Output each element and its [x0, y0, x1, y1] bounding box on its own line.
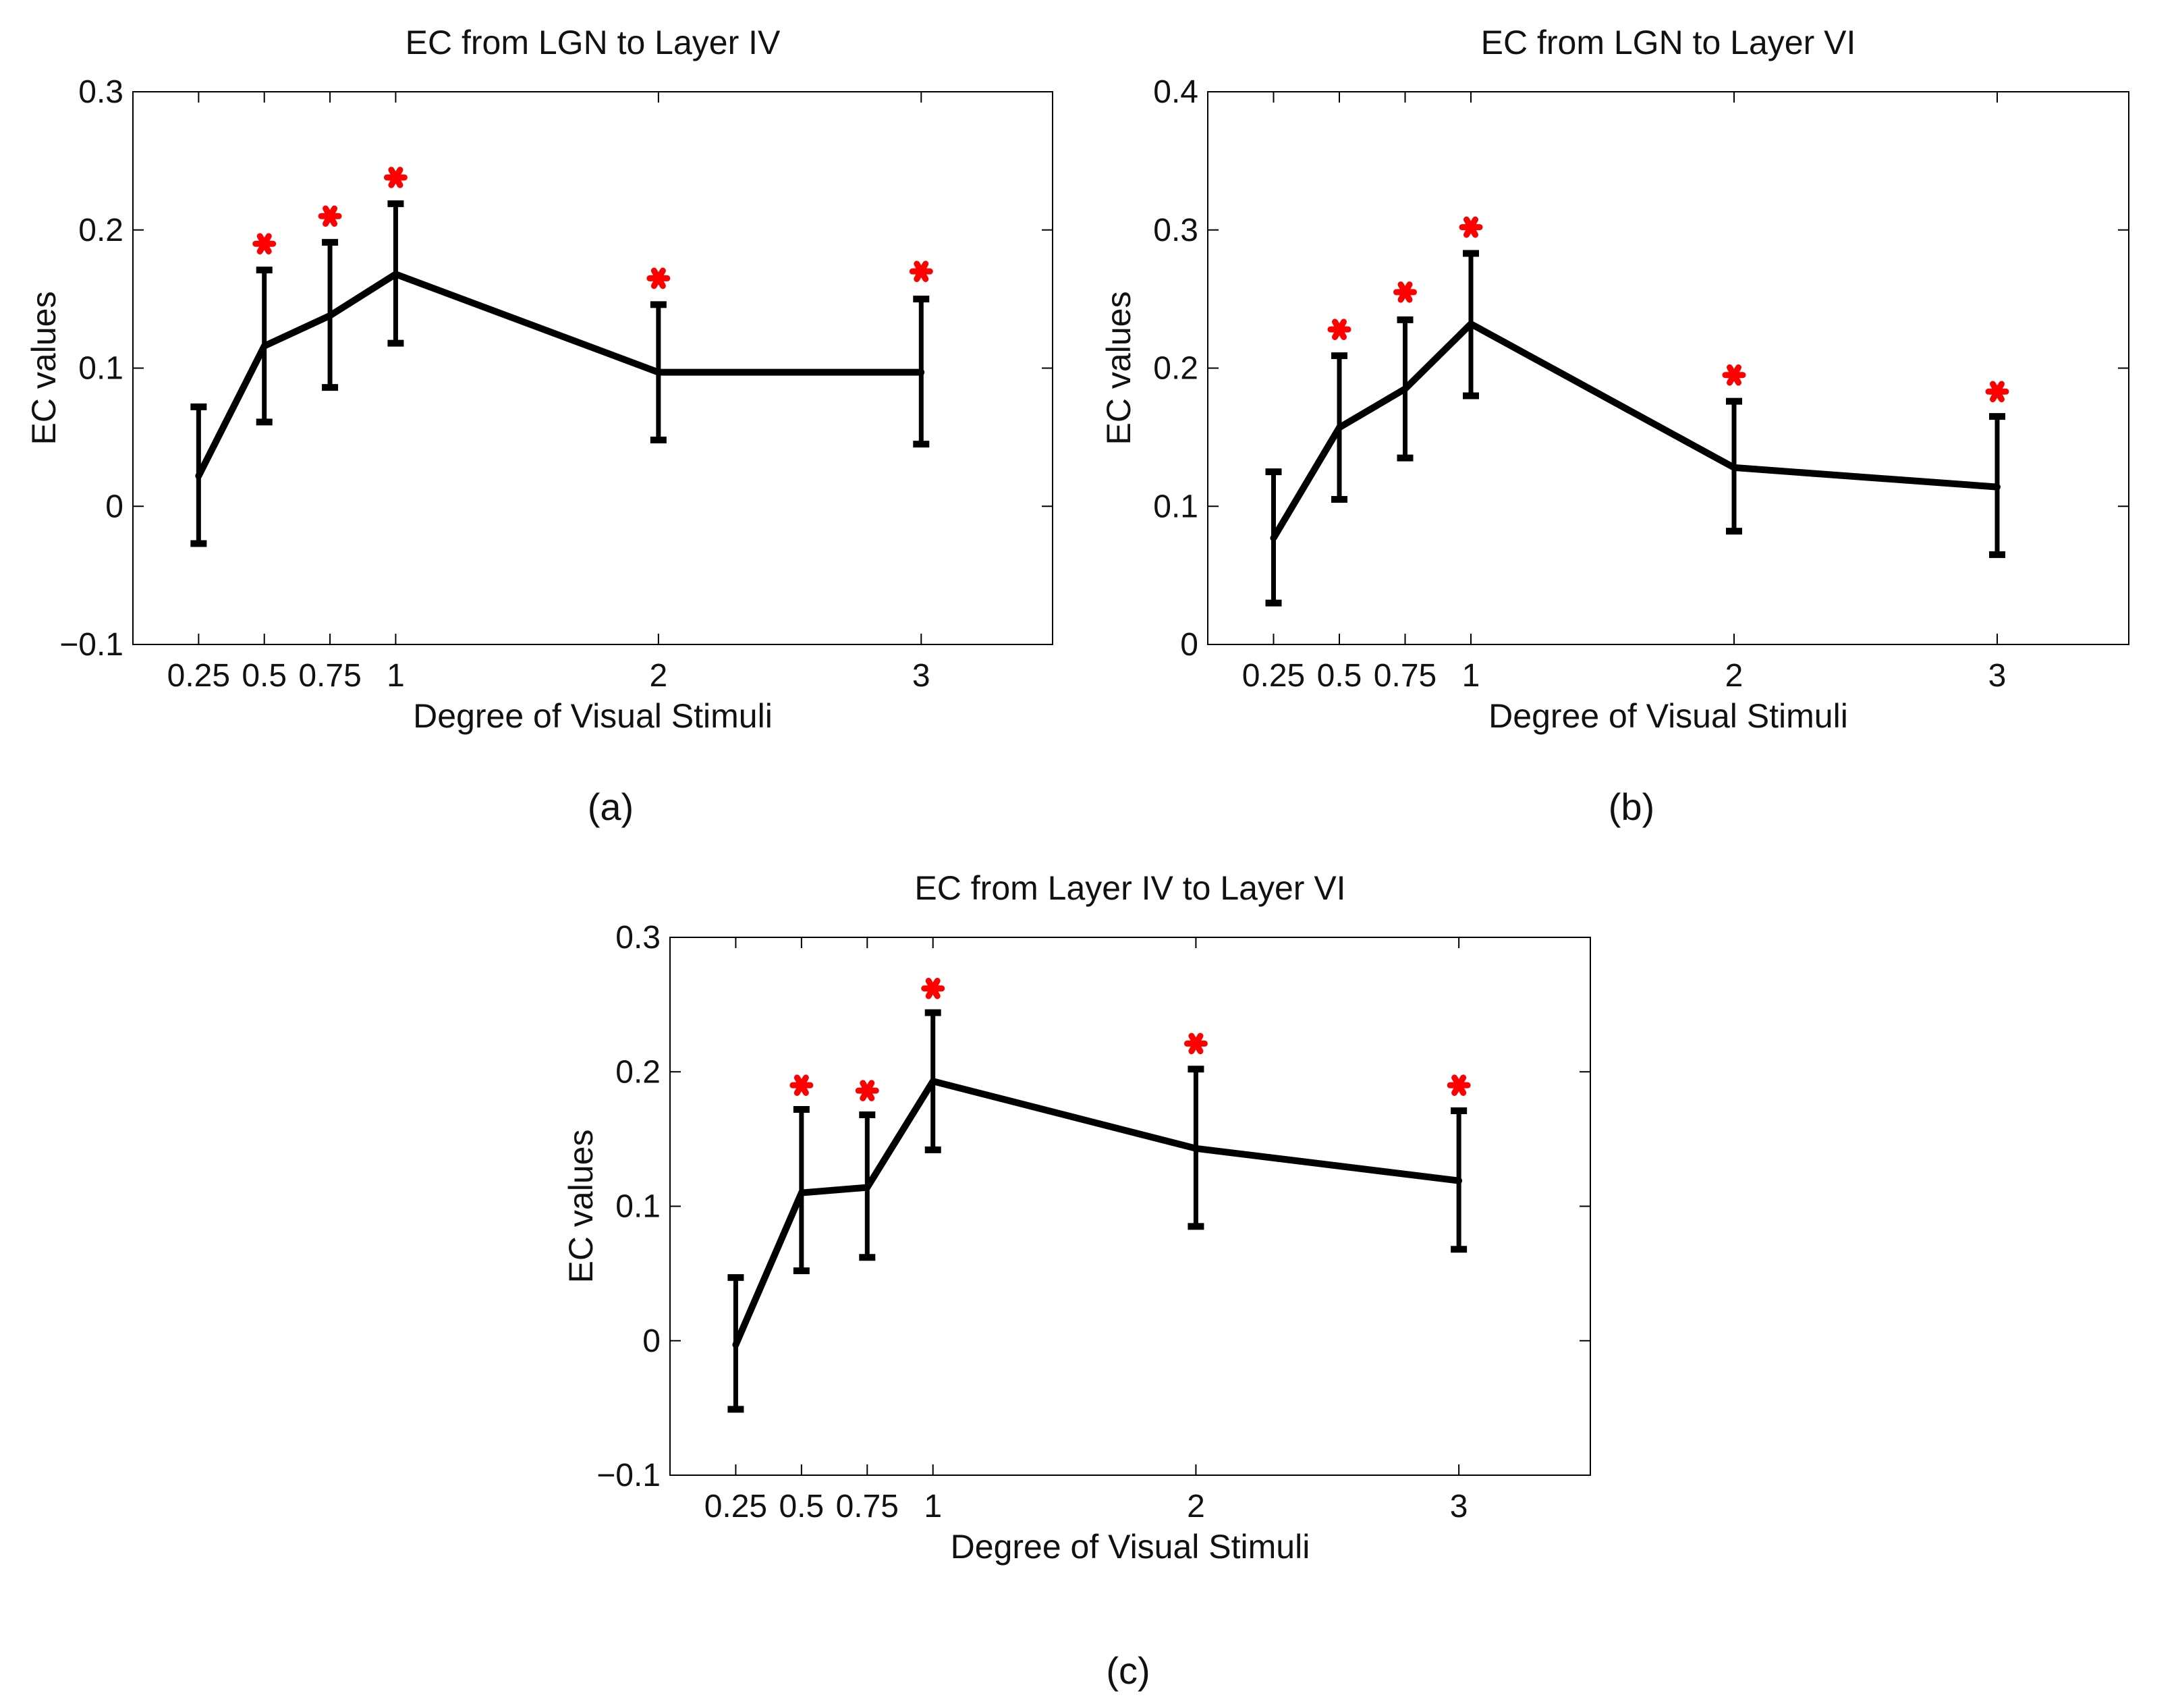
significance-marker	[1327, 319, 1351, 340]
x-tick-label: 0.25	[704, 1489, 767, 1524]
axes-frame	[669, 937, 1591, 1476]
y-axis-label: EC values	[25, 292, 63, 445]
y-tick-label: 0	[1180, 627, 1198, 663]
x-tick-label: 3	[912, 658, 930, 694]
y-tick-label: 0.2	[78, 213, 123, 248]
significance-marker	[921, 977, 945, 999]
panel-caption: (b)	[1609, 786, 1654, 828]
y-tick-label: 0	[105, 489, 123, 524]
y-axis-label: EC values	[1100, 292, 1138, 445]
x-tick-label: 0.75	[298, 658, 361, 694]
asterisk-center	[652, 272, 665, 285]
asterisk-center	[1399, 285, 1412, 298]
asterisk-center	[915, 265, 928, 278]
chart-panel-b: EC from LGN to Layer VI 0 0.1 0.2 0.3 0.4 0.25…	[1100, 24, 2129, 828]
asterisk-center	[1453, 1079, 1466, 1092]
y-tick-label: 0.2	[615, 1054, 661, 1090]
y-tick-label: 0.2	[1153, 351, 1198, 387]
panel-caption: (a)	[588, 786, 634, 828]
significance-marker	[1393, 281, 1417, 303]
significance-marker	[1447, 1074, 1471, 1096]
asterisk-center	[1465, 221, 1477, 233]
y-tick-label: 0.4	[1153, 74, 1198, 110]
x-tick-label: 0.75	[836, 1489, 899, 1524]
significance-marker	[1985, 381, 2009, 403]
significance-marker	[789, 1074, 814, 1096]
panel-caption: (c)	[1106, 1649, 1150, 1692]
x-axis-label: Degree of Visual Stimuli	[1488, 697, 1848, 735]
asterisk-center	[1333, 323, 1345, 336]
y-tick-label: 0.3	[1153, 213, 1198, 248]
x-tick-label: 1	[1462, 658, 1480, 694]
x-axis-label: Degree of Visual Stimuli	[951, 1528, 1310, 1566]
x-axis-label: Degree of Visual Stimuli	[413, 697, 773, 735]
y-axis-label: EC values	[562, 1130, 600, 1284]
y-tick-label: 0.1	[78, 351, 123, 387]
y-tick-label: 0	[642, 1323, 661, 1359]
asterisk-center	[926, 982, 939, 995]
x-tick-label: 0.5	[779, 1489, 824, 1524]
significance-marker	[646, 267, 671, 290]
series-line	[1270, 320, 2001, 542]
x-tick-label: 1	[387, 658, 405, 694]
y-tick-label: 0.1	[615, 1189, 661, 1225]
x-tick-label: 3	[1988, 658, 2007, 694]
y-tick-label: 0.3	[615, 920, 661, 956]
asterisk-center	[795, 1079, 808, 1092]
asterisk-center	[861, 1084, 874, 1097]
y-tick-label: −0.1	[59, 627, 123, 663]
asterisk-center	[1190, 1037, 1202, 1050]
series-line	[732, 1078, 1463, 1348]
asterisk-center	[1991, 385, 2003, 398]
chart-panel-c: EC from Layer IV to Layer VI −0.1 0 0.1 0.2 0…	[562, 869, 1591, 1692]
asterisk-center	[258, 238, 271, 250]
chart-panel-a: EC from LGN to Layer IV −0.1 0 0.1 0.2 0.3 0.2…	[25, 24, 1053, 828]
y-tick-label: −0.1	[596, 1458, 661, 1493]
significance-marker	[1722, 364, 1746, 386]
significance-marker	[383, 167, 408, 188]
significance-marker	[252, 233, 277, 254]
significance-marker	[855, 1080, 879, 1101]
axes-frame	[132, 91, 1053, 645]
chart-title: EC from LGN to Layer IV	[406, 24, 781, 61]
x-tick-label: 0.25	[1242, 658, 1305, 694]
significance-marker	[1183, 1032, 1208, 1055]
significance-marker	[318, 205, 342, 227]
y-tick-label: 0.3	[78, 74, 123, 110]
significance-marker	[909, 260, 933, 282]
axes-frame	[1207, 91, 2129, 645]
significance-marker	[1459, 216, 1483, 238]
asterisk-center	[389, 171, 402, 184]
x-tick-label: 0.5	[1317, 658, 1362, 694]
x-tick-label: 0.25	[167, 658, 230, 694]
x-tick-label: 0.5	[242, 658, 287, 694]
x-tick-label: 1	[924, 1489, 942, 1524]
series-line	[195, 271, 925, 480]
chart-title: EC from Layer IV to Layer VI	[914, 869, 1345, 907]
x-tick-label: 0.75	[1374, 658, 1436, 694]
x-tick-label: 2	[1725, 658, 1743, 694]
chart-title: EC from LGN to Layer VI	[1481, 24, 1856, 61]
x-tick-label: 3	[1450, 1489, 1468, 1524]
asterisk-center	[324, 210, 337, 223]
x-tick-label: 2	[1187, 1489, 1205, 1524]
x-tick-label: 2	[650, 658, 668, 694]
y-tick-label: 0.1	[1153, 489, 1198, 524]
asterisk-center	[1728, 368, 1740, 381]
